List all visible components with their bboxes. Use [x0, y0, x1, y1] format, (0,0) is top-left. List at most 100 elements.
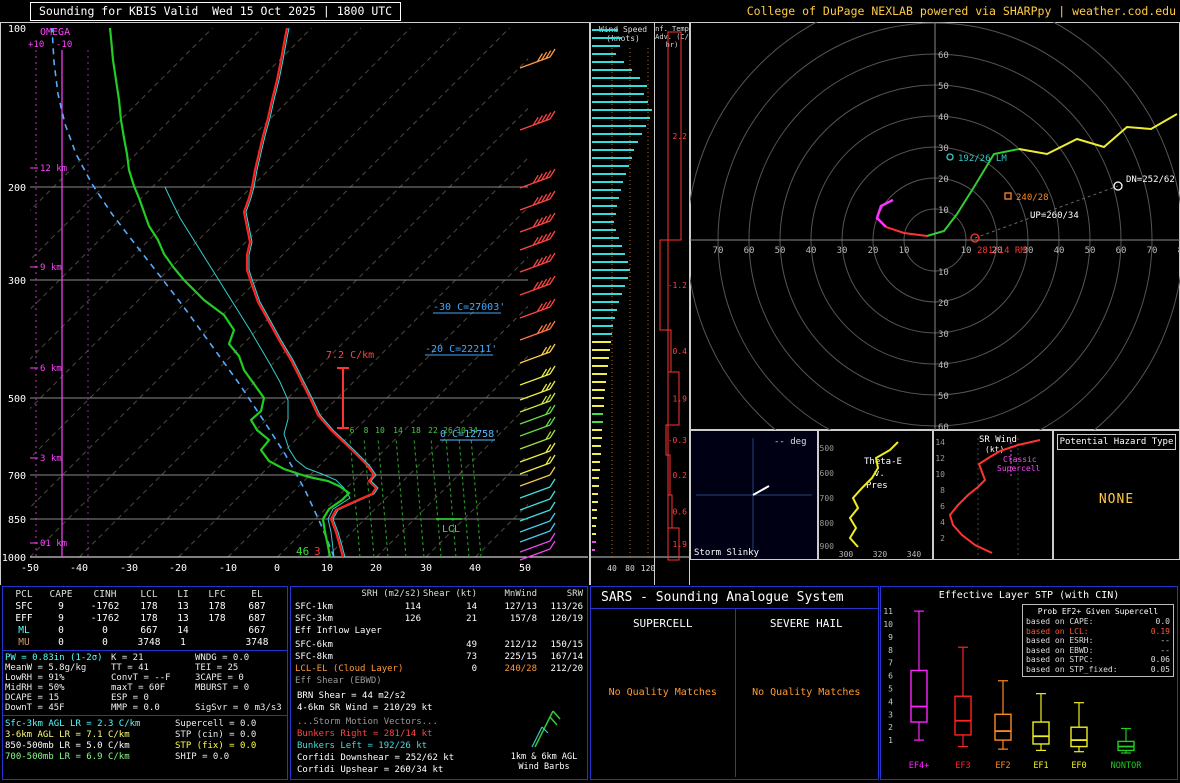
- wind-barb-tick: [536, 235, 543, 244]
- cloud-layer-shear-marker: [1004, 192, 1012, 200]
- wind-barb-tick: [545, 345, 552, 354]
- wind-barb: [519, 400, 551, 413]
- composite-index-value: SHIP = 0.0: [175, 752, 230, 762]
- sounding-title: Sounding for KBIS Valid Wed 15 Oct 2025 …: [30, 2, 402, 21]
- kinematics-value: 212/20: [550, 664, 583, 674]
- mixing-ratio-label: 30: [456, 426, 466, 435]
- height-label: 12 km: [40, 164, 67, 174]
- index-value: TEI = 25: [195, 663, 239, 673]
- parcel-table-header: PCL: [15, 589, 33, 600]
- index-value: K = 21: [111, 653, 144, 663]
- wind-speed-axis-label: 80: [625, 564, 635, 573]
- temp-adv-bar: [667, 371, 680, 426]
- wind-barb-caption: 1km & 6km AGL Wind Barbs: [504, 703, 584, 772]
- temp-adv-title: Adv. (C/: [655, 33, 689, 41]
- wind-barb-tick: [536, 257, 543, 266]
- index-value: LowRH = 91%: [5, 673, 65, 683]
- wind-barb-tick: [536, 280, 543, 289]
- wind-barb-tick: [541, 346, 548, 356]
- sfc-dewpoint-f: 46: [296, 545, 309, 558]
- wind-barb-tick: [545, 394, 552, 403]
- wind-speed-axis-label: 120: [641, 564, 655, 573]
- parcel-table-cell[interactable]: ML: [18, 625, 30, 636]
- pressure-label: 100: [8, 24, 26, 35]
- wind-barb-tick: [549, 298, 556, 308]
- srwind-title-units: (kt): [985, 445, 1004, 454]
- stp-legend-value: --: [1160, 636, 1170, 645]
- temp-axis-label: 40: [469, 563, 481, 574]
- kinematics-header-cell: SRW: [566, 589, 583, 599]
- parcel-table-header: LCL: [140, 589, 158, 600]
- parcel-table-cell[interactable]: MU: [18, 637, 30, 648]
- mixing-ratio-label: 18: [411, 426, 421, 435]
- wind-barb-tick: [532, 196, 539, 206]
- wind-barb-tick: [549, 110, 556, 120]
- stp-legend-value: 0.05: [1150, 664, 1170, 674]
- wind-barb: [519, 373, 551, 386]
- wind-barb-tick: [541, 215, 548, 225]
- temp-adv-value: 1.9: [673, 395, 688, 404]
- wind-barb: [519, 498, 551, 511]
- wind-barb: [519, 520, 551, 533]
- parcel-table-cell: -1762: [90, 601, 120, 612]
- parcel-table-header: CINH: [93, 589, 117, 600]
- hodo-ring-label: 10: [938, 206, 949, 216]
- hodo-ring-label: 10: [961, 246, 972, 256]
- mixing-ratio-label: 8: [364, 426, 369, 435]
- wind-barb-tick: [549, 501, 556, 511]
- kinematics-line: Bunkers Right = 281/14 kt: [297, 729, 433, 739]
- cloud-layer-shear-marker-label: 240/28: [1016, 193, 1049, 203]
- stp-title: Effective Layer STP (with CIN): [938, 590, 1120, 601]
- omega-title: OMEGA: [40, 27, 70, 38]
- wind-barb: [519, 260, 551, 273]
- wind-barb: [519, 198, 551, 211]
- parcel-table-cell: 178: [140, 601, 158, 612]
- stp-y-label: 6: [888, 672, 893, 681]
- wind-barb-tick: [536, 173, 543, 182]
- pressure-label: 300: [8, 276, 26, 287]
- temp-adv-value: 2.2: [673, 132, 688, 141]
- stp-category-label: EF3: [955, 761, 970, 771]
- wind-barb-tick: [532, 174, 539, 184]
- wind-barb-tick: [536, 217, 543, 226]
- isotherm-line: [227, 256, 528, 557]
- isotherm-line: [30, 27, 411, 410]
- zero-c-height-label: 0 C=12758': [440, 429, 500, 440]
- hodo-ring-label: 40: [938, 113, 949, 123]
- lcl-label: LCL: [442, 524, 460, 535]
- stp-y-label: 4: [888, 697, 893, 706]
- wind-barb-tick: [536, 115, 543, 124]
- parcel-table-cell: 687: [248, 613, 266, 624]
- srwind-classic-label: Supercell: [997, 464, 1041, 473]
- kinematics-line: Corfidi Downshear = 252/62 kt: [297, 753, 455, 763]
- isotherm-line: [30, 27, 312, 311]
- temp-adv-value: -1.2: [668, 281, 687, 290]
- lapse-rate-value: 700-500mb LR = 6.9 C/km: [5, 752, 130, 762]
- thetae-x-label: 300: [839, 550, 854, 559]
- wind-barb-tick: [549, 416, 556, 426]
- wind-barb-tick: [541, 255, 548, 265]
- parcel-table-cell: 0: [58, 625, 64, 636]
- isotherm-line: [30, 27, 510, 509]
- stp-legend-row: based on STPC: 0.06: [1026, 655, 1170, 665]
- parcel-table-header: LFC: [208, 589, 226, 600]
- height-label: 3 km: [40, 454, 62, 464]
- thermo-indices: PW = 0.83in (1-2σ) MeanW = 5.8g/kg LowRH =…: [3, 652, 287, 714]
- parcel-table-cell: 9: [58, 613, 64, 624]
- slinky-trace: [752, 485, 770, 496]
- kinematics-row-label: SFC-6km: [295, 640, 333, 650]
- temp-adv-bar: [667, 527, 680, 561]
- parcel-table-header: LI: [177, 589, 189, 600]
- kinematics-line: Corfidi Upshear = 260/34 kt: [297, 765, 444, 775]
- hodograph-trace: [926, 148, 1020, 237]
- wind-barb-tick: [536, 303, 543, 312]
- temp-adv-bar: [659, 239, 669, 331]
- kinematics-value: 14: [466, 602, 477, 612]
- temperature-trace: [242, 27, 378, 558]
- parcel-table-cell[interactable]: SFC: [15, 601, 33, 612]
- hazard-value: NONE: [1098, 492, 1135, 507]
- stp-legend-key: based on STPC:: [1026, 655, 1094, 664]
- isotherm-line: [376, 404, 528, 557]
- parcel-table-cell[interactable]: EFF: [15, 613, 33, 624]
